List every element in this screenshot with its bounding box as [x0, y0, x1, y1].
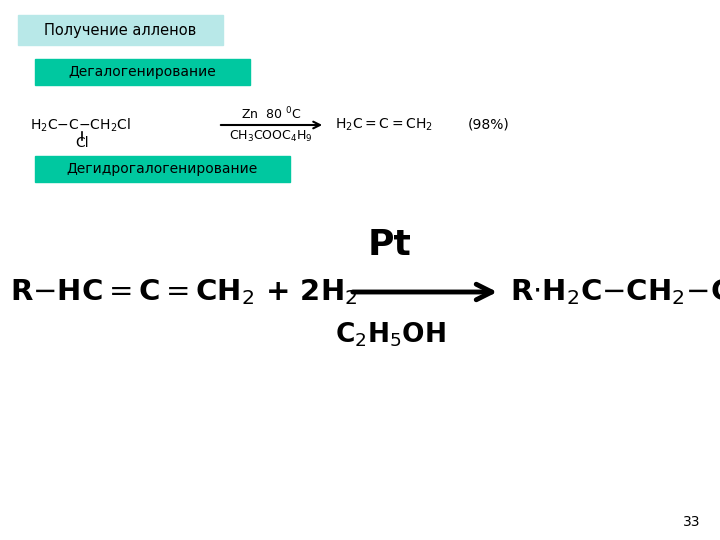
Text: Получение алленов: Получение алленов — [44, 23, 196, 37]
Text: CH$_3$COOC$_4$H$_9$: CH$_3$COOC$_4$H$_9$ — [229, 129, 313, 144]
FancyBboxPatch shape — [35, 156, 290, 182]
Text: Дегидрогалогенирование: Дегидрогалогенирование — [66, 162, 258, 176]
Text: (98%): (98%) — [468, 118, 510, 132]
Text: Дегалогенирование: Дегалогенирование — [68, 65, 216, 79]
FancyBboxPatch shape — [35, 59, 250, 85]
Text: Cl: Cl — [75, 136, 89, 150]
Text: Zn  80 $^0$C: Zn 80 $^0$C — [240, 106, 301, 122]
FancyBboxPatch shape — [18, 15, 223, 45]
Text: R$\cdot$H$_2$C$-$CH$_2$$-$CH$_3$: R$\cdot$H$_2$C$-$CH$_2$$-$CH$_3$ — [510, 277, 720, 307]
Text: R$-$HC$=$C$=$CH$_2$ + 2H$_2$: R$-$HC$=$C$=$CH$_2$ + 2H$_2$ — [10, 277, 358, 307]
Text: 33: 33 — [683, 515, 700, 529]
Text: Pt: Pt — [368, 228, 412, 262]
Text: C$_2$H$_5$OH: C$_2$H$_5$OH — [335, 321, 446, 349]
Text: H$_2$C$=$C$=$CH$_2$: H$_2$C$=$C$=$CH$_2$ — [335, 117, 433, 133]
Text: H$_2$C$-$C$-$CH$_2$Cl: H$_2$C$-$C$-$CH$_2$Cl — [30, 116, 131, 134]
